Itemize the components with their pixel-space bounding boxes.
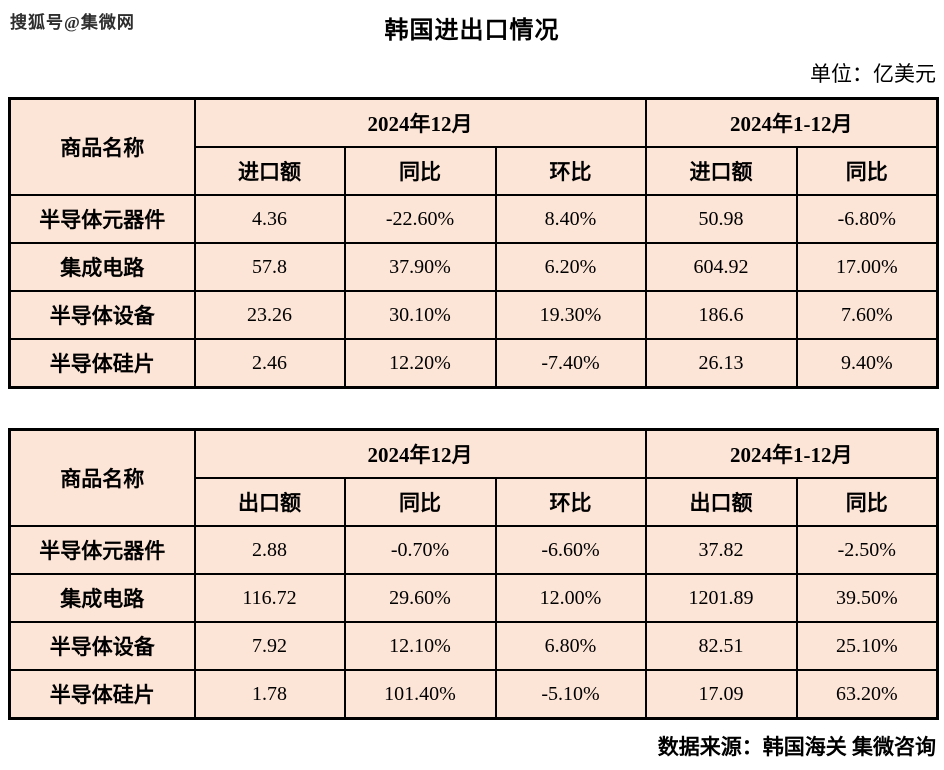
- table-row: 集成电路 116.72 29.60% 12.00% 1201.89 39.50%: [8, 573, 939, 623]
- cell-value: 23.26: [193, 290, 346, 340]
- cell-value: 37.82: [644, 525, 798, 575]
- export-col-product: 商品名称: [8, 428, 196, 527]
- sohu-watermark: 搜狐号@集微网: [10, 13, 135, 32]
- export-subcol-yoy-fy: 同比: [795, 477, 939, 527]
- cell-value: 6.20%: [494, 242, 647, 292]
- unit-label: 单位：亿美元: [810, 62, 936, 86]
- cell-value: 12.10%: [343, 621, 497, 671]
- cell-value: -6.80%: [795, 194, 939, 244]
- cell-value: -7.40%: [494, 338, 647, 389]
- cell-value: -22.60%: [343, 194, 497, 244]
- product-name: 半导体硅片: [8, 669, 196, 720]
- cell-value: -5.10%: [494, 669, 647, 720]
- cell-value: 57.8: [193, 242, 346, 292]
- export-group-fy2024: 2024年1-12月: [644, 428, 939, 479]
- cell-value: 82.51: [644, 621, 798, 671]
- cell-value: 7.92: [193, 621, 346, 671]
- import-header-row-2: 进口额 同比 环比 进口额 同比: [10, 146, 939, 196]
- import-header-row-1: 商品名称 2024年12月 2024年1-12月: [8, 97, 939, 196]
- cell-value: 6.80%: [494, 621, 647, 671]
- import-col-product: 商品名称: [8, 97, 196, 196]
- cell-value: 39.50%: [795, 573, 939, 623]
- export-header-row-2: 出口额 同比 环比 出口额 同比: [10, 477, 939, 527]
- cell-value: 9.40%: [795, 338, 939, 389]
- cell-value: 29.60%: [343, 573, 497, 623]
- cell-value: 12.00%: [494, 573, 647, 623]
- export-subcol-mom-dec: 环比: [494, 477, 647, 527]
- export-table: 商品名称 2024年12月 2024年1-12月 出口额 同比 环比 出口额 同…: [8, 428, 940, 720]
- cell-value: -0.70%: [343, 525, 497, 575]
- cell-value: -2.50%: [795, 525, 939, 575]
- import-subcol-yoy-dec: 同比: [343, 146, 497, 196]
- import-group-fy2024: 2024年1-12月: [644, 97, 939, 148]
- cell-value: 1.78: [193, 669, 346, 720]
- product-name: 半导体元器件: [8, 525, 196, 575]
- cell-value: 63.20%: [795, 669, 939, 720]
- cell-value: 604.92: [644, 242, 798, 292]
- cell-value: 26.13: [644, 338, 798, 389]
- table-row: 半导体硅片 2.46 12.20% -7.40% 26.13 9.40%: [8, 338, 939, 389]
- import-subcol-amount-fy: 进口额: [644, 146, 798, 196]
- cell-value: 50.98: [644, 194, 798, 244]
- cell-value: 8.40%: [494, 194, 647, 244]
- cell-value: 116.72: [193, 573, 346, 623]
- product-name: 半导体元器件: [8, 194, 196, 244]
- table-row: 半导体元器件 4.36 -22.60% 8.40% 50.98 -6.80%: [8, 194, 939, 244]
- export-subcol-amount-dec: 出口额: [193, 477, 346, 527]
- cell-value: 2.88: [193, 525, 346, 575]
- cell-value: 37.90%: [343, 242, 497, 292]
- table-row: 半导体硅片 1.78 101.40% -5.10% 17.09 63.20%: [8, 669, 939, 720]
- page-title: 韩国进出口情况: [384, 18, 560, 44]
- data-source-credit: 数据来源：韩国海关 集微咨询: [657, 735, 936, 759]
- import-subcol-amount-dec: 进口额: [193, 146, 346, 196]
- cell-value: 17.00%: [795, 242, 939, 292]
- product-name: 半导体设备: [8, 621, 196, 671]
- cell-value: 19.30%: [494, 290, 647, 340]
- cell-value: 101.40%: [343, 669, 497, 720]
- cell-value: 4.36: [193, 194, 346, 244]
- table-row: 半导体设备 7.92 12.10% 6.80% 82.51 25.10%: [8, 621, 939, 671]
- import-group-dec2024: 2024年12月: [193, 97, 647, 148]
- table-row: 集成电路 57.8 37.90% 6.20% 604.92 17.00%: [8, 242, 939, 292]
- import-subcol-mom-dec: 环比: [494, 146, 647, 196]
- cell-value: -6.60%: [494, 525, 647, 575]
- export-subcol-amount-fy: 出口额: [644, 477, 798, 527]
- export-header-row-1: 商品名称 2024年12月 2024年1-12月: [8, 428, 939, 527]
- cell-value: 186.6: [644, 290, 798, 340]
- cell-value: 17.09: [644, 669, 798, 720]
- table-row: 半导体设备 23.26 30.10% 19.30% 186.6 7.60%: [8, 290, 939, 340]
- cell-value: 30.10%: [343, 290, 497, 340]
- product-name: 半导体硅片: [8, 338, 196, 389]
- export-group-dec2024: 2024年12月: [193, 428, 647, 479]
- import-subcol-yoy-fy: 同比: [795, 146, 939, 196]
- import-table: 商品名称 2024年12月 2024年1-12月 进口额 同比 环比 进口额 同…: [8, 97, 940, 389]
- product-name: 半导体设备: [8, 290, 196, 340]
- cell-value: 25.10%: [795, 621, 939, 671]
- product-name: 集成电路: [8, 242, 196, 292]
- product-name: 集成电路: [8, 573, 196, 623]
- cell-value: 7.60%: [795, 290, 939, 340]
- cell-value: 12.20%: [343, 338, 497, 389]
- cell-value: 2.46: [193, 338, 346, 389]
- table-row: 半导体元器件 2.88 -0.70% -6.60% 37.82 -2.50%: [8, 525, 939, 575]
- cell-value: 1201.89: [644, 573, 798, 623]
- export-subcol-yoy-dec: 同比: [343, 477, 497, 527]
